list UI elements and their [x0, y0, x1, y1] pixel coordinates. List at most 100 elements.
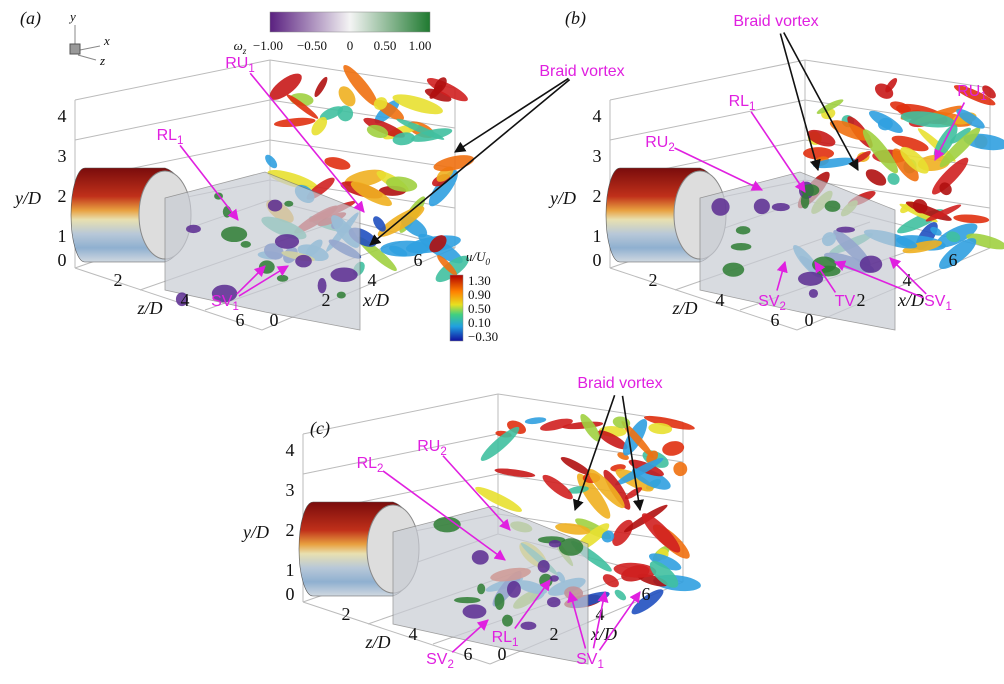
y-tick-label: 1	[58, 226, 67, 246]
annotation-arrow	[238, 265, 289, 297]
vorticity-blob	[546, 597, 561, 608]
annotation-main: SV	[576, 651, 598, 668]
vorticity-blob	[276, 274, 289, 282]
vorticity-blob	[336, 291, 346, 299]
vorticity-blob	[471, 550, 489, 565]
vortex	[567, 486, 589, 494]
vorticity-blob	[317, 278, 327, 294]
z-axis-label: z/D	[364, 632, 390, 652]
vorticity-blob	[549, 575, 559, 582]
box-edge	[609, 59, 806, 101]
x-tick-label: 2	[857, 290, 866, 310]
x-tick-label: 4	[368, 270, 377, 290]
vortex	[429, 235, 447, 253]
vorticity-blob	[537, 559, 550, 573]
vorticity-blob	[824, 200, 841, 212]
vortex	[648, 553, 682, 571]
vortex	[380, 240, 430, 257]
vorticity-blob	[330, 267, 358, 283]
annotation: RU1	[225, 55, 255, 75]
annotation-main: Braid vortex	[733, 13, 818, 30]
annotation-arrow	[674, 147, 764, 191]
vortex	[613, 562, 657, 578]
box-edge	[302, 601, 491, 665]
vortex	[953, 214, 990, 224]
annotation-arrow	[833, 260, 924, 299]
vortex	[542, 474, 573, 500]
grid-line	[74, 99, 271, 141]
vortex	[621, 421, 654, 458]
vortex	[612, 519, 634, 546]
vortex	[597, 430, 628, 450]
vortex	[891, 135, 929, 152]
annotation: RL1	[157, 127, 184, 147]
y-tick-label: 3	[286, 480, 295, 500]
vortex	[314, 76, 328, 97]
colorbar-u-tick: 0.50	[468, 301, 491, 316]
box-edge	[269, 59, 456, 89]
y-tick-label: 2	[593, 186, 602, 206]
z-tick-label: 2	[342, 604, 351, 624]
colorbar-w-tick: 0	[347, 38, 354, 53]
box-edge	[74, 267, 263, 331]
y-tick-label: 0	[593, 250, 602, 270]
y-tick-label: 1	[286, 560, 295, 580]
vorticity-blob	[186, 224, 201, 234]
colorbar-w-label: ωz	[234, 38, 247, 57]
annotation-arrow	[567, 590, 587, 649]
vortex	[949, 127, 971, 144]
vortex	[939, 238, 977, 270]
vortex	[273, 117, 316, 128]
vortex	[912, 199, 928, 214]
vorticity-blob	[462, 604, 487, 619]
vortex	[524, 417, 547, 425]
triad-axis	[77, 54, 97, 61]
vortex	[829, 120, 871, 141]
vortex	[885, 77, 898, 93]
annotation-arrow	[779, 33, 821, 172]
vorticity-blob	[730, 242, 752, 251]
vortex	[337, 105, 354, 122]
annotation-sub: 1	[980, 91, 986, 103]
annotation-main: Braid vortex	[539, 63, 624, 80]
annotation-sub: 1	[749, 101, 755, 113]
y-tick-label: 4	[58, 106, 67, 126]
vorticity-blob	[240, 240, 252, 248]
vorticity-blob	[711, 198, 730, 216]
vortex	[865, 169, 887, 186]
vortex	[953, 85, 996, 106]
vortex	[939, 127, 981, 168]
z-tick-label: 2	[649, 270, 658, 290]
vortex	[601, 530, 615, 543]
vortex	[900, 111, 956, 128]
annotation-arrow	[451, 619, 489, 653]
vorticity-blob	[520, 621, 537, 630]
vorticity-blob	[175, 292, 189, 307]
annotation-sub: 2	[447, 659, 453, 671]
annotation-arrow	[442, 455, 511, 531]
annotation-sub: 2	[377, 463, 383, 475]
vortex	[324, 157, 351, 170]
vorticity-blob	[808, 288, 819, 298]
box-edge	[609, 267, 798, 331]
colorbar-u-tick: 1.30	[468, 273, 491, 288]
annotation-main: RL	[157, 127, 178, 144]
z-tick-label: 6	[236, 310, 245, 330]
colorbar-u-tick: 0.10	[468, 315, 491, 330]
annotation-main: Braid vortex	[577, 375, 662, 392]
annotation: SV2	[426, 651, 454, 671]
annotation: Braid vortex	[539, 63, 624, 80]
vorticity-blob	[258, 260, 275, 274]
vortex	[643, 415, 695, 430]
x-tick-label: 2	[322, 290, 331, 310]
vorticity-blob	[221, 226, 248, 243]
vortex	[982, 85, 996, 99]
vortex	[269, 73, 302, 100]
y-tick-label: 2	[58, 186, 67, 206]
triad-cube	[69, 43, 81, 55]
x-tick-label: 0	[270, 310, 279, 330]
annotation-arrow	[934, 102, 966, 161]
annotation-main: RL	[492, 629, 513, 646]
